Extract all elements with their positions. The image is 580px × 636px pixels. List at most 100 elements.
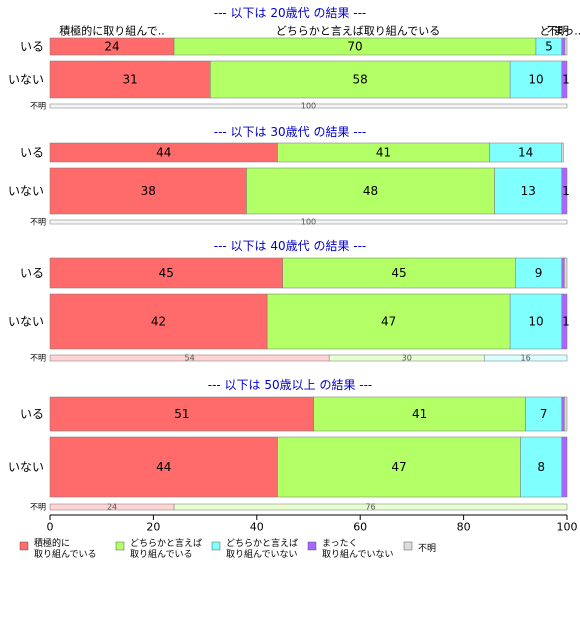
bar-segment-3	[509, 293, 563, 350]
panel-title: --- 以下は 50歳以上 の結果 ---	[208, 378, 373, 392]
bar-segment-5	[564, 396, 568, 432]
unknown-bar-value-label-5: 100	[301, 218, 316, 227]
bar-value-label-2: 41	[376, 146, 391, 160]
bar-value-label-1: 31	[122, 73, 137, 87]
row-label: いる	[20, 40, 44, 54]
bar-value-label-3: 14	[518, 146, 533, 160]
bar-segment-3	[509, 60, 563, 99]
bar-segment-4	[561, 257, 565, 289]
unknown-bar-segment-5	[49, 103, 568, 109]
unknown-bar-value-label-2: 30	[402, 354, 412, 363]
bar-value-label-2: 70	[347, 40, 362, 54]
bar-value-label-1: 44	[156, 460, 171, 474]
bar-value-label-2: 45	[391, 266, 406, 280]
bar-segment-4	[561, 167, 568, 215]
bar-segment-2	[266, 293, 511, 350]
bar-value-label-1: 51	[174, 407, 189, 421]
x-tick-label: 20	[146, 521, 160, 534]
bar-segment-4	[561, 436, 568, 498]
x-tick-label: 100	[557, 521, 578, 534]
bar-value-label-3: 9	[535, 266, 543, 280]
bar-segment-5	[561, 142, 564, 163]
bar-segment-2	[313, 396, 526, 432]
unknown-bar-segment-5	[49, 219, 568, 225]
row-label: いない	[8, 315, 44, 329]
row-label: いない	[8, 73, 44, 87]
legend-swatch	[403, 541, 413, 551]
unknown-bar-value-label-2: 76	[365, 503, 375, 512]
x-tick-label: 80	[457, 521, 471, 534]
bar-segment-1	[49, 167, 247, 215]
legend-label: 取り組んでいない	[226, 548, 298, 560]
row-label: いる	[20, 407, 44, 421]
bar-value-label-2: 47	[391, 460, 406, 474]
bar-segment-4	[561, 396, 565, 432]
unknown-bar-value-label-1: 54	[184, 354, 194, 363]
bar-segment-3	[525, 396, 563, 432]
legend-label: 積極的に	[34, 537, 70, 549]
bar-value-label-3: 10	[528, 73, 543, 87]
legend-label: どちらかと言えば	[226, 537, 298, 549]
unknown-row-label: 不明	[30, 218, 46, 227]
row-label: いない	[8, 460, 44, 474]
panel-header-label: 積極的に取り組んで..	[59, 24, 164, 38]
legend-swatch	[19, 541, 29, 551]
bar-value-label-2: 58	[353, 73, 368, 87]
bar-segment-1	[49, 436, 278, 498]
legend-label: 取り組んでいる	[34, 548, 97, 560]
x-tick-label: 40	[250, 521, 264, 534]
unknown-bar-value-label-3: 16	[521, 354, 531, 363]
bar-value-label-1: 38	[141, 184, 156, 198]
bar-value-label-4: 1	[562, 73, 570, 87]
bar-value-label-2: 41	[412, 407, 427, 421]
bar-segment-4	[561, 37, 566, 56]
bar-value-label-3: 13	[521, 184, 536, 198]
bar-segment-2	[246, 167, 495, 215]
bar-segment-4	[561, 60, 568, 99]
x-tick-label: 60	[353, 521, 367, 534]
bar-value-label-3: 10	[528, 315, 543, 329]
bar-segment-1	[49, 60, 211, 99]
legend-swatch	[211, 541, 221, 551]
bar-value-label-1: 45	[159, 266, 174, 280]
legend-label: どちらかと言えば	[130, 537, 202, 549]
row-label: いる	[20, 266, 44, 280]
legend-label: 取り組んでいる	[130, 548, 193, 560]
unknown-bar-segment-3	[484, 354, 568, 362]
panel-title: --- 以下は 30歳代 の結果 ---	[214, 125, 367, 139]
bar-value-label-3: 5	[545, 40, 553, 54]
bar-value-label-4: 1	[562, 315, 570, 329]
bar-segment-2	[210, 60, 511, 99]
legend-label: 不明	[418, 543, 436, 554]
bar-segment-5	[564, 257, 568, 289]
bar-value-label-3: 7	[540, 407, 548, 421]
bar-value-label-4: 1	[562, 184, 570, 198]
unknown-bar-value-label-1: 24	[107, 503, 117, 512]
legend-swatch	[307, 541, 317, 551]
unknown-row-label: 不明	[30, 503, 46, 512]
legend-label: まったく	[322, 538, 358, 549]
bar-segment-2	[282, 257, 516, 289]
bar-value-label-2: 47	[381, 315, 396, 329]
x-tick-label: 0	[47, 521, 54, 534]
bar-segment-5	[564, 37, 568, 56]
legend-label: 取り組んでいない	[322, 548, 394, 560]
unknown-bar-value-label-5: 100	[301, 102, 316, 111]
bar-segment-3	[494, 167, 563, 215]
panel-title: --- 以下は 20歳代 の結果 ---	[214, 6, 367, 20]
row-label: いない	[8, 184, 44, 198]
bar-segment-1	[49, 293, 268, 350]
row-label: いる	[20, 146, 44, 160]
unknown-row-label: 不明	[30, 354, 46, 363]
legend-swatch	[115, 541, 125, 551]
bar-value-label-2: 48	[363, 184, 378, 198]
bar-value-label-1: 42	[151, 315, 166, 329]
unknown-bar-segment-2	[173, 503, 568, 511]
bar-segment-1	[49, 396, 314, 432]
bar-segment-3	[520, 436, 563, 498]
bar-value-label-3: 8	[537, 460, 545, 474]
bar-segment-4	[561, 293, 568, 350]
panel-header-label: 不明	[547, 25, 569, 38]
panel-header-label: どちらかと言えば取り組んでいる	[276, 25, 440, 38]
